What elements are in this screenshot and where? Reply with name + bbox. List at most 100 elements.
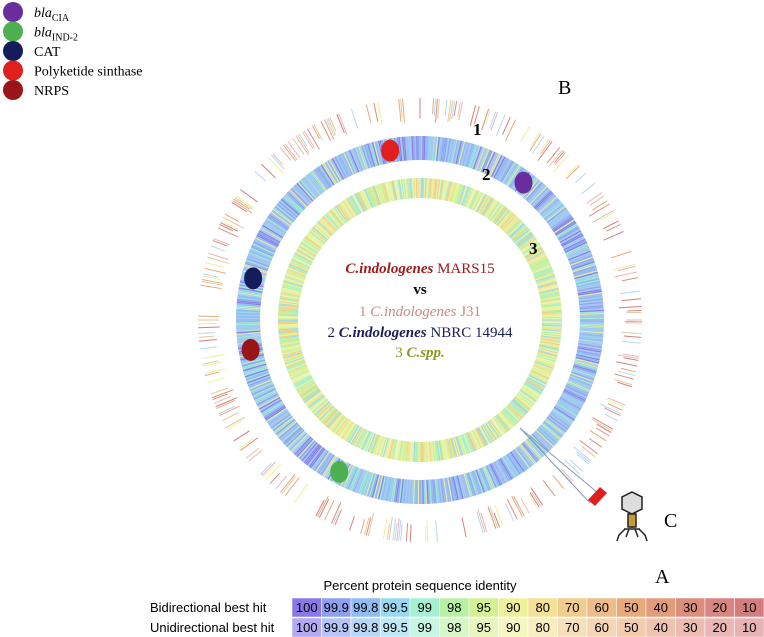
ring-stripe — [294, 377, 314, 389]
ring-stripe — [413, 441, 416, 462]
ring-stripe — [613, 263, 636, 271]
ring-stripe — [361, 145, 370, 169]
ring-stripe — [473, 429, 483, 448]
ring-stripe — [534, 191, 553, 210]
scale-value: 80 — [536, 620, 550, 635]
ring-stripe — [424, 178, 427, 199]
ring-stripe — [289, 189, 308, 208]
ring-stripe — [269, 412, 291, 428]
ring-stripe — [257, 233, 279, 246]
ring-stripe — [254, 171, 267, 182]
ring-stripe — [541, 423, 561, 440]
ring-stripe — [212, 393, 228, 401]
ring-stripe — [392, 478, 397, 503]
ring-stripe — [279, 336, 300, 341]
ring-stripe — [289, 264, 308, 273]
ring-stripe — [338, 154, 351, 177]
ring-stripe — [564, 459, 581, 475]
ring-stripe — [392, 180, 398, 201]
ring-stripe — [522, 243, 541, 255]
ring-stripe — [562, 390, 585, 403]
scale-value: 90 — [506, 620, 520, 635]
ring-stripe — [548, 210, 569, 226]
ring-stripe — [532, 266, 552, 275]
ring-stripe — [458, 141, 465, 165]
ring-stripe — [306, 445, 322, 466]
ring-stripe — [555, 222, 577, 236]
ring-stripe — [364, 472, 373, 496]
ring-stripe — [324, 410, 339, 426]
ring-stripe — [217, 227, 239, 238]
ring-stripe — [542, 480, 556, 497]
ring-stripe — [528, 493, 539, 509]
ring-stripe — [487, 420, 500, 439]
ring-stripe — [278, 304, 299, 308]
ring-stripe — [280, 342, 301, 348]
ring-stripe — [470, 471, 479, 495]
ring-stripe — [512, 227, 529, 242]
ring-stripe — [524, 381, 543, 393]
ring-stripe — [521, 443, 538, 463]
ring-stripe — [284, 195, 303, 213]
ring-stripe — [358, 429, 368, 449]
ring-stripe — [322, 408, 338, 425]
ring-stripe — [389, 439, 396, 460]
ring-stripe — [438, 440, 443, 461]
ring-stripe — [398, 519, 402, 542]
ring-stripe — [329, 413, 343, 430]
ring-stripe — [280, 294, 300, 300]
ring-stripe — [530, 132, 540, 147]
ring-stripe — [343, 199, 355, 218]
ring-stripe — [352, 194, 364, 213]
ring-stripe — [337, 155, 350, 178]
ring-stripe — [504, 407, 520, 423]
ring-stripe — [576, 350, 601, 356]
ring-stripe — [365, 104, 372, 123]
ring-stripe — [520, 388, 538, 401]
ring-stripe — [343, 465, 355, 488]
ring-stripe — [336, 418, 349, 436]
ring-stripe — [322, 215, 338, 232]
strain: J31 — [460, 304, 481, 320]
ring-stripe — [541, 333, 562, 337]
ring-stripe — [535, 429, 554, 448]
ring-stripe — [468, 144, 478, 168]
ring-stripe — [335, 417, 348, 435]
ring-stripe — [576, 354, 600, 361]
ring-stripe — [579, 314, 604, 317]
ring-stripe — [285, 360, 306, 368]
scale-value: 30 — [683, 600, 697, 615]
identity-table: Percent protein sequence identity Bidire… — [150, 578, 764, 637]
ring-stripe — [386, 523, 391, 540]
ring-stripe — [287, 191, 306, 210]
vs-label: vs — [413, 282, 427, 298]
ring-stripe — [532, 265, 552, 274]
ring-stripe — [508, 221, 524, 237]
ring-stripe — [505, 454, 520, 476]
ring-stripe — [467, 432, 476, 451]
ring-stripe — [440, 478, 445, 503]
ring-stripe — [537, 195, 556, 213]
ring-stripe — [260, 399, 282, 413]
ring-stripe — [314, 450, 329, 472]
ring-stripe — [248, 449, 263, 462]
ring-stripe — [407, 178, 410, 199]
ring-stripe — [390, 477, 396, 502]
ring-stripe — [538, 345, 559, 352]
ring-stripe — [328, 159, 342, 181]
ring-stripe — [331, 158, 345, 180]
ring-stripe — [236, 325, 261, 327]
ring-stripe — [238, 290, 263, 296]
ring-stripe — [505, 119, 517, 141]
ring-stripe — [381, 183, 388, 203]
ring-stripe — [291, 371, 310, 381]
ring-stripe — [497, 459, 510, 482]
ring-stripe — [298, 383, 317, 395]
ring-stripe — [397, 478, 401, 503]
ring-stripe — [579, 306, 604, 310]
ring-stripe — [552, 216, 573, 231]
ring-stripe — [517, 392, 535, 405]
ring-stripe — [579, 311, 604, 314]
ring-stripe — [561, 234, 584, 247]
ring-stripe — [272, 415, 293, 432]
